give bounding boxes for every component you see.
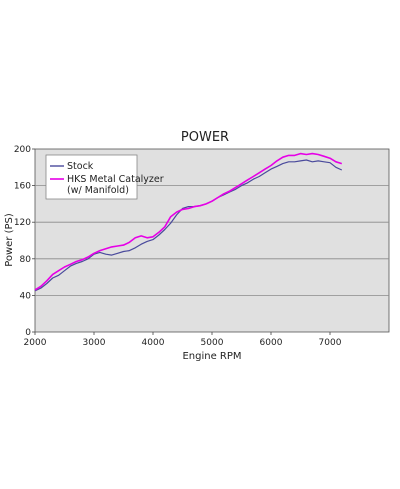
x-tick-label: 2000 bbox=[24, 338, 47, 348]
series-line-hks bbox=[34, 152, 343, 291]
y-axis-ticks: 0 40 80 120 160 200 bbox=[14, 145, 35, 338]
y-tick-label: 40 bbox=[20, 291, 32, 301]
series-line-stock bbox=[34, 159, 343, 292]
y-tick-label: 160 bbox=[14, 182, 31, 192]
series-lines bbox=[34, 152, 343, 292]
x-axis-label: Engine RPM bbox=[182, 351, 241, 362]
x-tick-label: 6000 bbox=[260, 338, 283, 348]
legend: Stock HKS Metal Catalyzer (w/ Manifold) bbox=[45, 154, 164, 200]
y-axis-label: Power (PS) bbox=[4, 213, 15, 267]
x-tick-label: 5000 bbox=[201, 338, 224, 348]
legend-box bbox=[45, 154, 138, 200]
x-tick-label: 7000 bbox=[319, 338, 342, 348]
legend-label-hks-line1: HKS Metal Catalyzer bbox=[67, 174, 164, 185]
grid bbox=[35, 185, 389, 296]
x-tick-label: 4000 bbox=[142, 338, 165, 348]
chart-title: POWER bbox=[181, 130, 229, 145]
y-tick-label: 80 bbox=[20, 255, 32, 265]
x-tick-label: 3000 bbox=[83, 338, 106, 348]
x-axis-ticks: 2000 3000 4000 5000 6000 7000 bbox=[24, 332, 342, 348]
legend-label-hks-line2: (w/ Manifold) bbox=[67, 185, 129, 196]
legend-label-stock: Stock bbox=[67, 161, 94, 172]
y-tick-label: 0 bbox=[25, 328, 31, 338]
y-tick-label: 200 bbox=[14, 145, 31, 155]
y-tick-label: 120 bbox=[14, 218, 31, 228]
